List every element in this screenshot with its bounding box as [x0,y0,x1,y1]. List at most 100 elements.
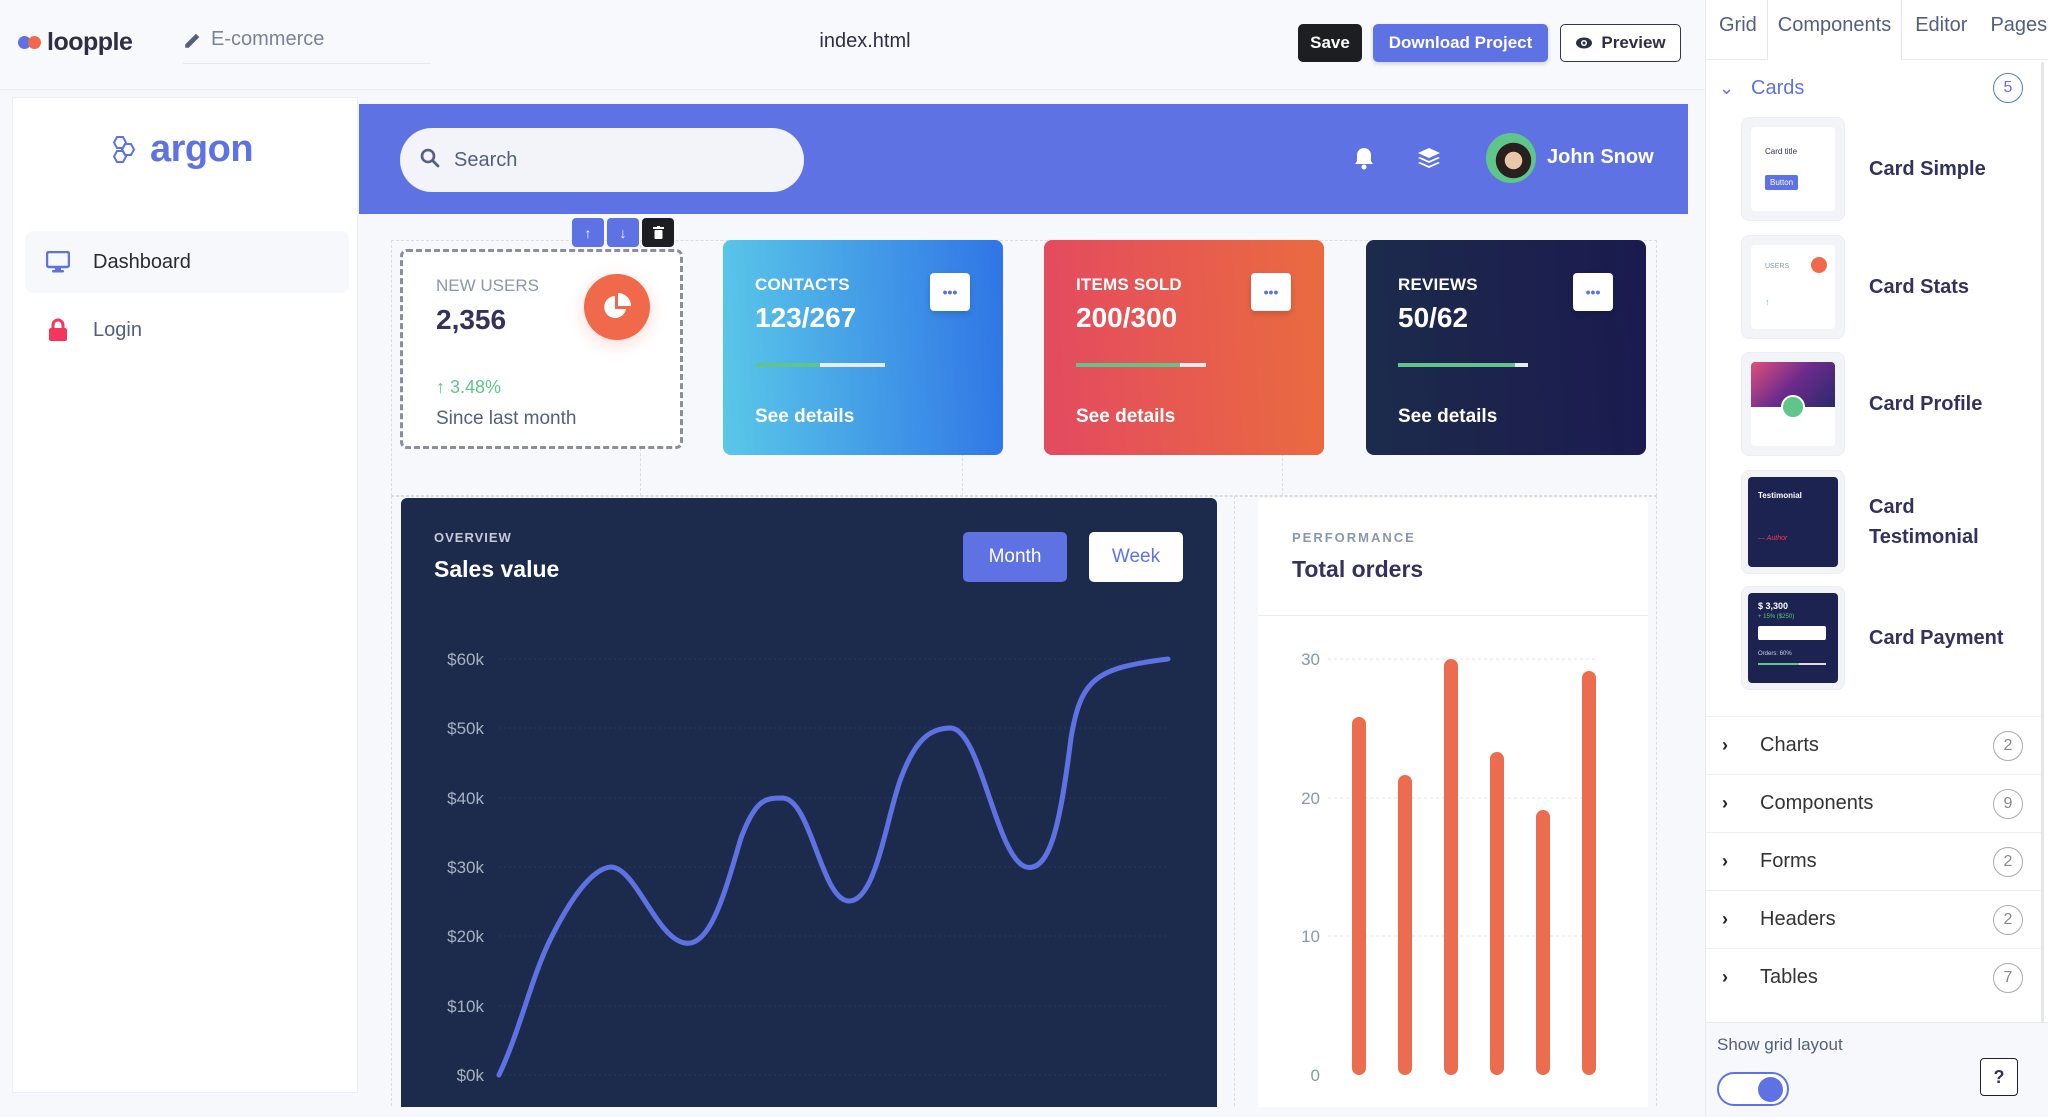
progress-bar [1398,363,1528,367]
svg-text:30: 30 [1301,650,1320,669]
category-forms[interactable]: › Forms 2 [1706,832,2041,890]
editor-topbar: loopple E-commerce index.html Save Downl… [0,0,1705,90]
thumb-change: + 15% ($250) [1758,614,1795,620]
loopple-logo[interactable]: loopple [18,28,133,57]
category-headers[interactable]: › Headers 2 [1706,890,2041,948]
svg-text:$20k: $20k [447,927,484,946]
preview-button[interactable]: Preview [1560,24,1681,62]
chart-gridlines [1328,658,1598,937]
delete-button[interactable] [642,218,674,247]
download-project-button[interactable]: Download Project [1373,24,1548,62]
component-thumbnail: Testimonial — Author [1741,470,1845,574]
stat-title: NEW USERS [436,276,539,295]
tab-editor[interactable]: Editor [1915,14,1968,36]
tab-pages[interactable]: Pages [1990,14,2048,36]
more-options-button[interactable]: ••• [930,273,970,311]
help-button[interactable]: ? [1980,1058,2018,1096]
category-tables[interactable]: › Tables 7 [1706,948,2041,1006]
component-label: Card Simple [1869,158,1986,180]
search-input[interactable] [454,148,754,172]
month-toggle-button[interactable]: Month [963,532,1067,582]
preview-label: Preview [1601,33,1666,52]
user-name[interactable]: John Snow [1547,146,1654,168]
argon-wordmark: argon [150,128,254,170]
save-button[interactable]: Save [1298,24,1362,62]
more-options-button[interactable]: ••• [1573,273,1613,311]
svg-text:$60k: $60k [447,650,484,669]
tab-grid[interactable]: Grid [1719,14,1757,36]
chart-gridlines [499,658,1169,1076]
category-cards[interactable]: ⌄ Cards 5 [1706,66,2041,110]
user-avatar[interactable] [1486,133,1536,183]
thumb-author: — Author [1758,535,1788,542]
component-card-stats[interactable]: USERS ↑ Card Stats [1741,235,2031,339]
current-filename: index.html [819,30,911,52]
category-components[interactable]: › Components 9 [1706,774,2041,832]
component-card-testimonial[interactable]: Testimonial — Author Card Testimonial [1741,470,2031,574]
search-bar[interactable] [400,128,804,192]
pie-chart-icon [584,274,650,340]
category-count-badge: 5 [1993,73,2023,103]
component-card-simple[interactable]: Card title Button Card Simple [1741,117,2031,221]
move-up-button[interactable]: ↑ [572,218,604,247]
category-label: Forms [1760,850,1817,872]
sidebar-item-login[interactable]: Login [25,299,349,361]
week-toggle-button[interactable]: Week [1089,532,1183,582]
project-name-field[interactable]: E-commerce [183,28,431,64]
sales-value-chart-card: OVERVIEW Sales value Month Week $0k $10k… [401,498,1217,1107]
category-charts[interactable]: › Charts 2 [1706,716,2041,774]
svg-text:$40k: $40k [447,789,484,808]
move-down-button[interactable]: ↓ [607,218,639,247]
tab-components[interactable]: Components [1766,0,1903,60]
argon-logo[interactable]: argon [108,128,254,171]
see-details-link[interactable]: See details [755,406,855,427]
brand-name: loopple [47,28,133,56]
svg-text:0: 0 [1311,1066,1320,1085]
y-axis-ticks: 0 10 20 30 [1301,650,1320,1085]
sidebar-item-dashboard[interactable]: Dashboard [25,231,349,293]
category-label: Charts [1760,734,1819,756]
component-card-profile[interactable]: Card Profile [1741,352,2031,456]
component-label: Card Payment [1869,627,2004,649]
svg-text:$50k: $50k [447,719,484,738]
more-options-button[interactable]: ••• [1251,273,1291,311]
see-details-link[interactable]: See details [1076,406,1176,427]
thumb-stat-icon [1811,257,1827,273]
layers-icon[interactable] [1417,146,1441,175]
panel-tabs: Grid Components Editor Pages [1706,0,2048,60]
download-label: Download Project [1388,33,1533,52]
chevron-right-icon: › [1722,909,1728,929]
y-axis-ticks: $0k $10k $20k $30k $40k $50k $60k [447,650,484,1085]
progress-bar [1076,363,1206,367]
notifications-bell-icon[interactable] [1353,146,1375,175]
show-grid-toggle[interactable] [1717,1072,1789,1106]
stat-card-items-sold[interactable]: ITEMS SOLD 200/300 ••• See details [1044,240,1324,455]
see-details-link[interactable]: See details [1398,406,1498,427]
component-label: Card Profile [1869,393,1983,415]
stat-card-new-users[interactable]: NEW USERS 2,356 ↑ 3.48% Since last month [400,249,683,449]
page-canvas: John Snow ↑ ↓ NEW USERS 2,356 ↑ 3.48% Si… [359,97,1695,1107]
stat-change: ↑ 3.48% [436,377,501,398]
argon-hexagon-icon [112,135,136,163]
stat-card-contacts[interactable]: CONTACTS 123/267 ••• See details [723,240,1003,455]
total-orders-chart-card: PERFORMANCE Total orders 0 10 20 30 [1258,498,1648,1107]
divider [1258,615,1648,616]
chevron-right-icon: › [1722,967,1728,987]
svg-text:20: 20 [1301,789,1320,808]
panel-scrollbar[interactable] [2041,62,2044,1022]
chart-eyebrow: PERFORMANCE [1292,530,1416,545]
component-card-payment[interactable]: $ 3,300 + 15% ($250) Orders: 60% Card Pa… [1741,586,2031,690]
components-panel: Grid Components Editor Pages ⌄ Cards 5 C… [1705,0,2048,1117]
thumb-orders: Orders: 60% [1758,651,1792,657]
progress-bar [755,363,885,367]
sales-line-chart: $0k $10k $20k $30k $40k $50k $60k [447,650,1171,1085]
arrow-up-icon: ↑ [584,224,592,241]
eye-icon [1576,37,1593,49]
category-count-badge: 2 [1993,904,2023,935]
component-thumbnail: $ 3,300 + 15% ($250) Orders: 60% [1741,586,1845,690]
sidebar: argon Dashboard Login [12,97,358,1093]
ellipsis-icon: ••• [942,284,958,300]
stat-card-reviews[interactable]: REVIEWS 50/62 ••• See details [1366,240,1646,455]
category-count-badge: 7 [1993,962,2023,993]
stat-value: 200/300 [1076,302,1178,333]
